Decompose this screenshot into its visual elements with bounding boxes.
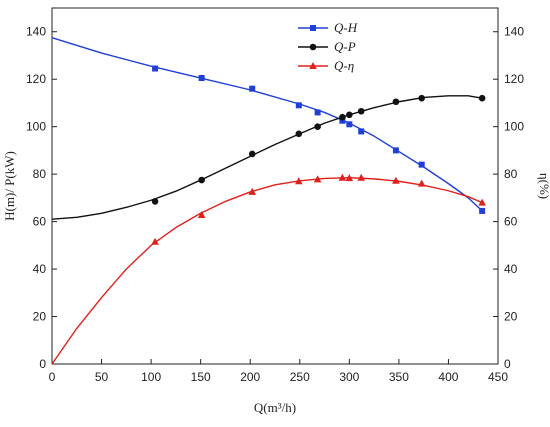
data-point [339,117,346,124]
data-point [314,109,321,116]
data-point [338,173,347,181]
y-right-tick-label: 0 [504,357,511,371]
x-tick-label: 250 [290,370,310,384]
y-axis-right: 0 20 40 60 80 100 120 140 [493,25,524,371]
legend-label: Q-P [334,39,356,54]
series-2 [51,173,486,365]
y-right-tick-label: 100 [504,120,524,134]
data-point [345,174,354,182]
data-point [418,94,425,102]
y-left-tick-label: 100 [26,120,46,134]
data-point [339,113,346,121]
y-left-tick-label: 80 [33,167,47,181]
y-axis-left: 0 20 40 60 80 100 120 140 [26,25,57,371]
x-tick-label: 50 [95,370,109,384]
legend-item: Q-H [298,20,358,35]
legend: Q-H Q-P Q-η [298,20,358,73]
data-point [346,121,353,128]
data-point [198,75,205,82]
y-right-tick-label: 80 [504,167,518,181]
y-axis-left-title: H(m)/ P(kW) [2,151,17,221]
data-point [358,128,365,135]
data-point [357,107,365,115]
series-line [51,37,483,212]
series-line [51,95,483,220]
data-point [314,123,321,130]
data-point [346,111,353,119]
y-left-tick-label: 40 [33,262,47,276]
data-point [392,147,399,154]
legend-label: Q-H [334,20,358,35]
plot-frame [51,7,499,365]
series-1 [51,94,486,220]
y-right-tick-label: 120 [504,72,524,86]
series-0 [51,37,486,214]
x-tick-label: 200 [240,370,260,384]
x-tick-label: 400 [438,370,458,384]
data-point [392,98,400,106]
data-point [151,198,159,205]
data-point [198,176,205,184]
x-tick-label: 100 [141,370,161,384]
x-tick-label: 300 [339,370,359,384]
x-tick-label: 350 [389,370,409,384]
data-point [313,175,322,183]
y-right-tick-label: 60 [504,215,518,229]
legend-item: Q-P [298,39,356,54]
legend-swatch-marker [309,62,317,69]
y-left-tick-label: 0 [39,357,46,371]
data-point [295,102,302,109]
y-left-tick-label: 60 [33,215,47,229]
data-point [478,198,486,206]
y-left-tick-label: 20 [33,310,47,324]
legend-item: Q-η [298,58,354,73]
data-point [151,237,159,245]
data-point [418,161,425,168]
x-tick-label: 450 [488,370,508,384]
data-point [357,173,366,181]
data-point [295,130,303,138]
y-axis-right-title: η(%) [537,173,550,199]
x-axis-title: Q(m³/h) [254,400,296,415]
data-point [479,207,486,214]
legend-label: Q-η [334,58,354,73]
legend-swatch-marker [310,25,316,31]
data-point [248,187,257,195]
legend-swatch-marker [309,43,317,51]
y-left-tick-label: 120 [26,72,46,86]
x-axis: 0 50 100 150 200 250 300 350 400 450 [49,359,508,384]
y-left-tick-label: 140 [26,25,46,39]
data-point [152,65,159,72]
data-point [249,85,256,92]
x-tick-label: 0 [49,370,56,384]
data-point [248,150,256,158]
data-point [392,176,400,184]
data-point [294,177,303,185]
data-point [478,94,486,102]
y-right-tick-label: 20 [504,310,518,324]
data-point [417,179,426,187]
series-line [51,176,483,365]
series-layer [51,37,486,365]
y-right-tick-label: 40 [504,262,518,276]
data-point [197,210,206,218]
y-right-tick-label: 140 [504,25,524,39]
x-tick-label: 150 [191,370,211,384]
